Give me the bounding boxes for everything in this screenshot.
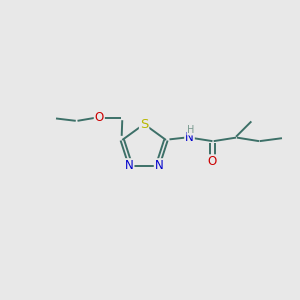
Text: N: N (155, 159, 164, 172)
Text: N: N (185, 131, 194, 144)
Text: O: O (208, 155, 217, 168)
Text: H: H (187, 125, 195, 135)
Text: N: N (125, 159, 134, 172)
Text: S: S (140, 118, 148, 130)
Text: O: O (95, 111, 104, 124)
